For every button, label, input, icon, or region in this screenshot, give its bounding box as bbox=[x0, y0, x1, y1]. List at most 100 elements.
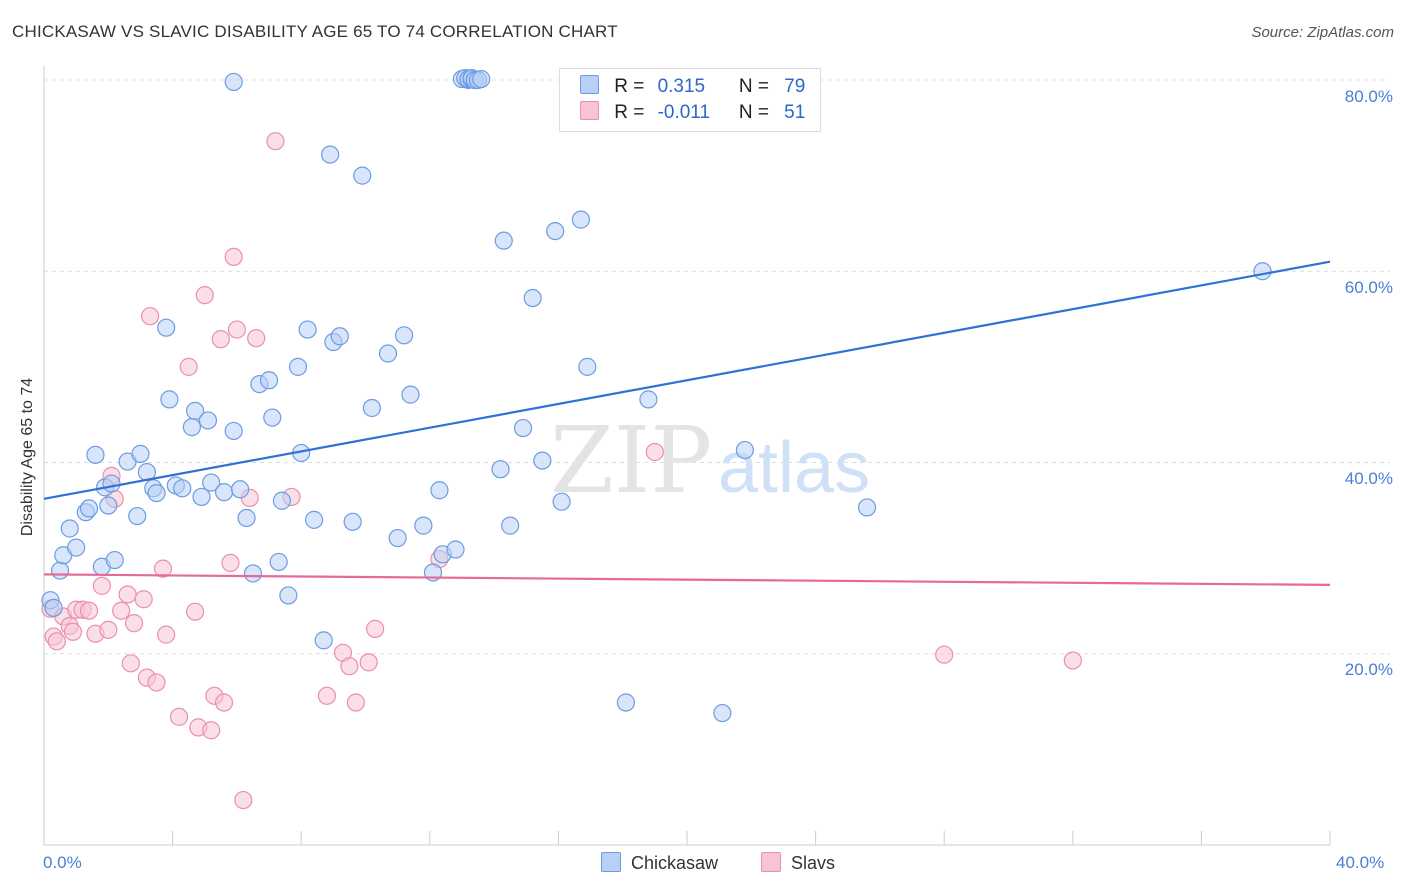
chickasaw-point-31 bbox=[224, 421, 243, 441]
chickasaw-point-83 bbox=[713, 703, 732, 723]
chickasaw-point-23 bbox=[173, 479, 192, 498]
slavs-point-48 bbox=[645, 442, 664, 462]
chickasaw-point-16 bbox=[131, 444, 150, 463]
chickasaw-point-4 bbox=[60, 519, 79, 538]
slavs-point-45 bbox=[359, 653, 378, 672]
chickasaw-point-5 bbox=[67, 538, 86, 557]
slavs-point-50 bbox=[1063, 651, 1082, 670]
slavs-point-11 bbox=[99, 620, 118, 639]
chickasaw-point-80 bbox=[578, 357, 597, 376]
chickasaw-point-58 bbox=[430, 481, 449, 500]
chickasaw-point-76 bbox=[533, 451, 552, 470]
slavs-point-8 bbox=[79, 601, 99, 620]
chickasaw-point-38 bbox=[269, 552, 288, 572]
chickasaw-point-81 bbox=[616, 693, 636, 712]
slavs-point-16 bbox=[121, 654, 140, 673]
chickasaw-point-75 bbox=[523, 288, 542, 308]
slavs-point-14 bbox=[112, 601, 131, 620]
chickasaw-points bbox=[41, 68, 1272, 723]
chickasaw-point-32 bbox=[231, 480, 250, 499]
chickasaw-point-33 bbox=[237, 508, 256, 528]
chickasaw-point-46 bbox=[321, 145, 340, 164]
legend-r-label: R = bbox=[614, 76, 645, 97]
chickasaw-point-25 bbox=[186, 401, 205, 420]
bottom-legend-slavs: Slavs bbox=[761, 852, 835, 874]
slavs-point-21 bbox=[147, 673, 166, 692]
slavs-point-22 bbox=[153, 559, 173, 578]
chickasaw-point-20 bbox=[157, 318, 176, 337]
chickasaw-point-40 bbox=[279, 586, 298, 605]
legend-n-label: N = bbox=[738, 102, 769, 123]
legend-row-slavs: R = -0.011 N = 51 bbox=[580, 101, 805, 127]
chickasaw-point-45 bbox=[314, 631, 333, 650]
slavs-point-33 bbox=[221, 553, 240, 573]
slavs-legend-icon bbox=[761, 852, 781, 872]
slavs-point-34 bbox=[224, 247, 243, 267]
bottom-legend-slavs-label: Slavs bbox=[791, 853, 836, 873]
chickasaw-point-82 bbox=[639, 390, 658, 409]
chickasaw-point-79 bbox=[571, 210, 591, 229]
slavs-point-29 bbox=[202, 721, 221, 740]
chickasaw-point-30 bbox=[224, 72, 243, 92]
slavs-point-18 bbox=[134, 590, 153, 609]
chickasaw-point-85 bbox=[857, 498, 877, 517]
slavs-point-49 bbox=[935, 645, 954, 664]
legend-chickasaw-r: 0.315 bbox=[657, 76, 706, 97]
chickasaw-point-8 bbox=[86, 445, 105, 464]
slavs-point-24 bbox=[169, 707, 189, 726]
chickasaw-point-36 bbox=[259, 371, 279, 390]
bottom-legend-chickasaw-label: Chickasaw bbox=[631, 853, 719, 873]
legend-row-chickasaw: R = 0.315 N = 79 bbox=[580, 75, 805, 101]
watermark-zip: ZIP bbox=[550, 407, 712, 514]
axes bbox=[43, 66, 1331, 846]
y-tick-label-60: 60.0% bbox=[1344, 278, 1393, 297]
chickasaw-point-28 bbox=[202, 473, 221, 492]
slavs-point-36 bbox=[234, 790, 253, 810]
chickasaw-swatch-icon bbox=[580, 75, 599, 94]
slavs-point-25 bbox=[179, 357, 198, 376]
slavs-point-44 bbox=[346, 693, 365, 712]
chickasaw-point-21 bbox=[160, 390, 179, 409]
y-tick-label-80: 80.0% bbox=[1344, 87, 1393, 106]
chickasaw-point-49 bbox=[343, 512, 362, 531]
chickasaw-legend-icon bbox=[601, 852, 621, 872]
chickasaw-point-29 bbox=[214, 483, 234, 502]
slavs-point-39 bbox=[266, 132, 285, 151]
slavs-point-32 bbox=[214, 693, 234, 712]
chickasaw-point-44 bbox=[304, 510, 324, 529]
slavs-point-20 bbox=[140, 307, 160, 326]
y-tick-label-20: 20.0% bbox=[1344, 660, 1393, 679]
chickasaw-point-12 bbox=[102, 474, 121, 493]
trend-lines bbox=[43, 260, 1331, 586]
chart-title: CHICKASAW VS SLAVIC DISABILITY AGE 65 TO… bbox=[12, 22, 618, 41]
watermark: ZIP atlas bbox=[550, 407, 870, 514]
slavs-point-28 bbox=[195, 286, 214, 305]
chickasaw-point-73 bbox=[501, 516, 520, 535]
chickasaw-point-13 bbox=[105, 550, 124, 570]
chickasaw-point-37 bbox=[263, 408, 282, 427]
chickasaw-point-54 bbox=[394, 326, 414, 345]
chickasaw-point-24 bbox=[182, 418, 201, 437]
slavs-point-46 bbox=[366, 619, 385, 638]
slavs-point-17 bbox=[124, 614, 144, 633]
slavs-point-2 bbox=[47, 632, 66, 651]
slavs-point-23 bbox=[157, 625, 176, 644]
source-label: Source: ZipAtlas.com bbox=[1251, 24, 1394, 41]
chickasaw-point-34 bbox=[243, 564, 263, 583]
chickasaw-point-1 bbox=[44, 598, 63, 617]
slavs-swatch-icon bbox=[580, 101, 599, 120]
slavs-trend-line bbox=[43, 573, 1331, 586]
slavs-point-31 bbox=[211, 330, 230, 349]
chickasaw-point-84 bbox=[735, 440, 754, 460]
chickasaw-point-19 bbox=[147, 484, 166, 503]
chickasaw-point-41 bbox=[288, 357, 308, 376]
chickasaw-point-55 bbox=[401, 385, 420, 404]
slavs-point-26 bbox=[186, 602, 205, 621]
slavs-point-10 bbox=[92, 576, 111, 595]
legend-slavs-n: 51 bbox=[784, 102, 806, 123]
chickasaw-point-43 bbox=[298, 320, 317, 339]
chickasaw-point-7 bbox=[79, 499, 99, 518]
watermark-atlas: atlas bbox=[718, 428, 870, 508]
chickasaw-point-74 bbox=[513, 418, 533, 438]
